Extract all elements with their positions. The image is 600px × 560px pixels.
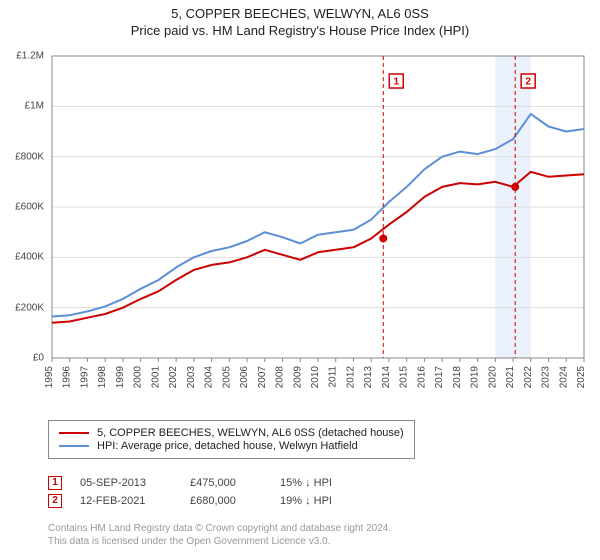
x-tick-label: 2003 <box>186 366 197 389</box>
sale-events-table: 1 05-SEP-2013£475,00015% ↓ HPI 2 12-FEB-202… <box>48 472 380 512</box>
x-tick-label: 1998 <box>97 366 108 389</box>
x-tick-label: 1995 <box>44 366 55 389</box>
svg-text:2: 2 <box>525 77 531 88</box>
sale-event-index: 2 <box>48 494 62 508</box>
title-block: 5, COPPER BEECHES, WELWYN, AL6 0SS Price… <box>0 0 600 38</box>
footer-line-1: Contains HM Land Registry data © Crown c… <box>48 522 391 535</box>
sale-event-price: £475,000 <box>190 477 280 489</box>
x-tick-label: 2023 <box>541 366 552 389</box>
chart-title: 5, COPPER BEECHES, WELWYN, AL6 0SS <box>0 6 600 21</box>
y-tick-label: £0 <box>33 353 44 364</box>
x-tick-label: 2020 <box>487 366 498 389</box>
y-tick-label: £1M <box>25 101 44 112</box>
line-chart: 12 <box>48 52 588 362</box>
legend-label: HPI: Average price, detached house, Welw… <box>97 440 358 452</box>
y-tick-label: £200K <box>15 302 44 313</box>
sale-event-index: 1 <box>48 476 62 490</box>
legend-swatch <box>59 445 89 447</box>
x-tick-label: 2013 <box>363 366 374 389</box>
legend-row: 5, COPPER BEECHES, WELWYN, AL6 0SS (deta… <box>59 427 404 439</box>
sale-event-date: 12-FEB-2021 <box>80 495 190 507</box>
x-tick-label: 2010 <box>310 366 321 389</box>
x-tick-label: 2012 <box>345 366 356 389</box>
y-tick-label: £1.2M <box>16 51 44 62</box>
x-tick-label: 2016 <box>416 366 427 389</box>
y-axis-labels: £0 £200K £400K £600K £800K £1M £1.2M <box>0 52 46 362</box>
x-axis-labels: 1995199619971998199920002001200220032004… <box>48 362 588 418</box>
sale-event-row: 2 12-FEB-2021£680,00019% ↓ HPI <box>48 494 380 508</box>
x-tick-label: 1996 <box>62 366 73 389</box>
x-tick-label: 2000 <box>133 366 144 389</box>
sale-event-row: 1 05-SEP-2013£475,00015% ↓ HPI <box>48 476 380 490</box>
x-tick-label: 1999 <box>115 366 126 389</box>
x-tick-label: 2008 <box>275 366 286 389</box>
legend-swatch <box>59 432 89 434</box>
x-tick-label: 2011 <box>328 366 339 388</box>
x-tick-label: 2017 <box>434 366 445 389</box>
x-tick-label: 2005 <box>221 366 232 389</box>
x-tick-label: 2022 <box>523 366 534 389</box>
footer-attribution: Contains HM Land Registry data © Crown c… <box>48 522 391 548</box>
sale-event-diff: 19% ↓ HPI <box>280 495 380 507</box>
x-tick-label: 1997 <box>79 366 90 389</box>
x-tick-label: 2024 <box>558 366 569 389</box>
page-container: 5, COPPER BEECHES, WELWYN, AL6 0SS Price… <box>0 0 600 560</box>
sale-event-diff: 15% ↓ HPI <box>280 477 380 489</box>
chart-subtitle: Price paid vs. HM Land Registry's House … <box>0 23 600 38</box>
x-tick-label: 2014 <box>381 366 392 389</box>
legend-label: 5, COPPER BEECHES, WELWYN, AL6 0SS (deta… <box>97 427 404 439</box>
x-tick-label: 2001 <box>150 366 161 389</box>
x-tick-label: 2015 <box>399 366 410 389</box>
sale-event-date: 05-SEP-2013 <box>80 477 190 489</box>
x-tick-label: 2018 <box>452 366 463 389</box>
legend: 5, COPPER BEECHES, WELWYN, AL6 0SS (deta… <box>48 420 415 459</box>
x-tick-label: 2007 <box>257 366 268 389</box>
x-tick-label: 2021 <box>505 366 516 389</box>
x-tick-label: 2009 <box>292 366 303 389</box>
x-tick-label: 2019 <box>470 366 481 389</box>
sale-event-price: £680,000 <box>190 495 280 507</box>
y-tick-label: £800K <box>15 151 44 162</box>
legend-row: HPI: Average price, detached house, Welw… <box>59 440 404 452</box>
y-tick-label: £600K <box>15 202 44 213</box>
x-tick-label: 2002 <box>168 366 179 389</box>
y-tick-label: £400K <box>15 252 44 263</box>
x-tick-label: 2006 <box>239 366 250 389</box>
x-tick-label: 2004 <box>204 366 215 389</box>
x-tick-label: 2025 <box>576 366 587 389</box>
svg-text:1: 1 <box>393 77 399 88</box>
footer-line-2: This data is licensed under the Open Gov… <box>48 535 391 548</box>
